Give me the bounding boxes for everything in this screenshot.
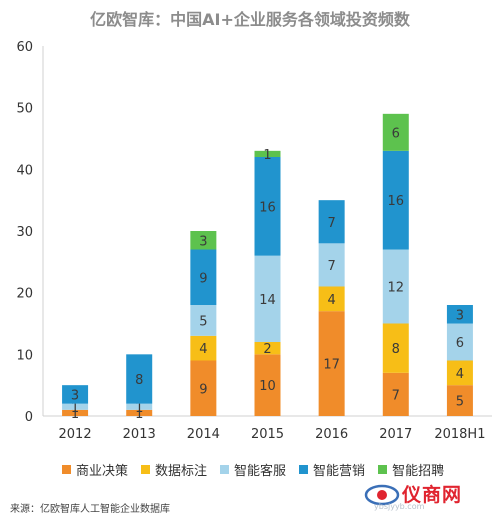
bar-segment bbox=[190, 305, 217, 336]
bar-segment bbox=[382, 372, 409, 416]
data-label: 7 bbox=[328, 216, 336, 231]
watermark-logo: 仪商网 ybsjyyb.com bbox=[354, 480, 494, 516]
data-label: 7 bbox=[328, 259, 336, 274]
bar-segment bbox=[318, 311, 345, 416]
y-tick-label: 0 bbox=[25, 410, 33, 425]
data-label: 16 bbox=[259, 200, 276, 215]
bar-segment bbox=[318, 243, 345, 287]
chart-legend: 商业决策 数据标注 智能客服 智能营销 智能招聘 bbox=[62, 460, 444, 479]
data-label: 5 bbox=[456, 395, 464, 410]
legend-swatch bbox=[141, 465, 151, 474]
data-label: 9 bbox=[199, 382, 207, 397]
data-label: 4 bbox=[456, 367, 464, 382]
bar-segment bbox=[190, 360, 217, 416]
x-tick-label: 2018H1 bbox=[434, 427, 485, 442]
legend-item: 智能营销 bbox=[299, 460, 365, 479]
data-label: 6 bbox=[392, 126, 400, 141]
bar-segment bbox=[190, 231, 217, 250]
bar-segment bbox=[318, 200, 345, 244]
y-tick-label: 60 bbox=[16, 40, 33, 55]
data-label: 14 bbox=[259, 293, 276, 308]
legend-item: 数据标注 bbox=[141, 460, 207, 479]
data-label: 8 bbox=[135, 373, 143, 388]
data-label: 12 bbox=[388, 281, 405, 296]
bar-segment bbox=[446, 385, 473, 416]
source-note: 来源：亿欧智库人工智能企业数据库 bbox=[10, 504, 170, 515]
data-label: 2 bbox=[263, 342, 271, 357]
x-tick-label: 2012 bbox=[59, 427, 92, 442]
legend-label: 智能客服 bbox=[234, 464, 287, 479]
y-tick-label: 20 bbox=[16, 287, 33, 302]
data-label: 1 bbox=[135, 407, 143, 422]
data-label: 16 bbox=[388, 194, 405, 209]
legend-label: 智能营销 bbox=[313, 464, 366, 479]
data-label: 1 bbox=[71, 407, 79, 422]
legend-swatch bbox=[62, 465, 71, 474]
data-label: 7 bbox=[392, 388, 400, 403]
chart-title: 亿欧智库：中国AI+企业服务各领域投资频数 bbox=[90, 10, 410, 29]
bar-segment bbox=[62, 385, 89, 404]
bar-segment bbox=[382, 323, 409, 373]
legend-swatch bbox=[378, 465, 388, 474]
bar-segment bbox=[382, 150, 409, 250]
legend-swatch bbox=[220, 465, 230, 474]
data-label: 9 bbox=[199, 271, 207, 286]
bar-segment bbox=[62, 409, 89, 416]
legend-swatch bbox=[299, 465, 309, 474]
data-label: 5 bbox=[199, 314, 207, 329]
bar-segment bbox=[190, 249, 217, 305]
bar-segment bbox=[254, 255, 281, 342]
y-tick-label: 30 bbox=[16, 225, 33, 240]
bar-segment bbox=[446, 360, 473, 386]
data-label: 1 bbox=[135, 401, 143, 416]
data-label: 1 bbox=[263, 148, 271, 163]
data-label: 1 bbox=[71, 401, 79, 416]
watermark-brand: 仪商网 bbox=[402, 484, 463, 506]
data-label: 8 bbox=[392, 342, 400, 357]
data-label: 6 bbox=[456, 336, 464, 351]
data-label: 3 bbox=[199, 234, 207, 249]
legend-item: 智能招聘 bbox=[378, 460, 444, 479]
bar-segment bbox=[382, 249, 409, 324]
x-tick-label: 2016 bbox=[315, 427, 348, 442]
bar-segment bbox=[62, 403, 89, 410]
bar-segment bbox=[382, 113, 409, 151]
bar-segment bbox=[446, 305, 473, 324]
bar-segment bbox=[126, 403, 153, 410]
legend-label: 数据标注 bbox=[155, 464, 208, 479]
y-tick-label: 10 bbox=[16, 348, 33, 363]
bar-segment bbox=[190, 335, 217, 361]
bar-segment bbox=[126, 354, 153, 404]
data-label: 10 bbox=[259, 379, 276, 394]
watermark-emblem-icon bbox=[364, 484, 400, 506]
bar-segment bbox=[254, 150, 281, 157]
data-label: 3 bbox=[456, 308, 464, 323]
bar-segment bbox=[254, 342, 281, 355]
legend-item: 智能客服 bbox=[220, 460, 286, 479]
bar-segment bbox=[254, 354, 281, 416]
x-tick-label: 2017 bbox=[379, 427, 412, 442]
x-tick-label: 2013 bbox=[123, 427, 156, 442]
y-tick-label: 50 bbox=[16, 102, 33, 117]
legend-item: 商业决策 bbox=[62, 460, 128, 479]
y-tick-label: 40 bbox=[16, 163, 33, 178]
data-label: 4 bbox=[328, 293, 336, 308]
x-tick-label: 2014 bbox=[187, 427, 220, 442]
data-label: 17 bbox=[323, 358, 340, 373]
bar-segment bbox=[318, 286, 345, 312]
bar-segment bbox=[126, 409, 153, 416]
legend-label: 商业决策 bbox=[76, 464, 129, 479]
bar-segment bbox=[446, 323, 473, 361]
watermark-url: ybsjyyb.com bbox=[374, 502, 425, 511]
data-label: 3 bbox=[71, 388, 79, 403]
legend-label: 智能招聘 bbox=[392, 464, 445, 479]
data-label: 4 bbox=[199, 342, 207, 357]
bar-segment bbox=[254, 157, 281, 256]
x-tick-label: 2015 bbox=[251, 427, 284, 442]
